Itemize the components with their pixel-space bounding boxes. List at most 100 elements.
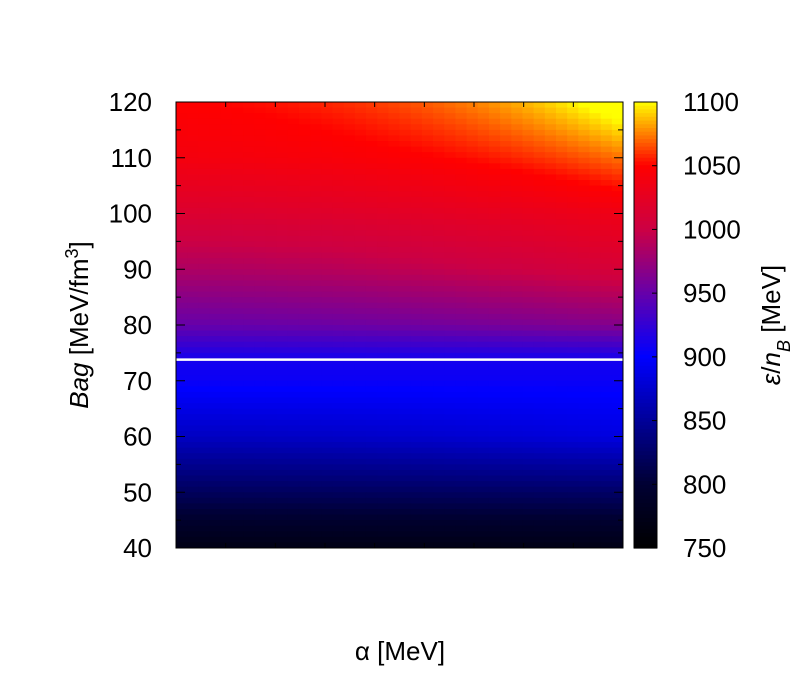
heatmap-cell xyxy=(276,152,289,159)
heatmap-cell xyxy=(455,297,468,304)
heatmap-cell xyxy=(477,436,490,443)
heatmap-cell xyxy=(410,263,423,270)
heatmap-cell xyxy=(332,230,345,237)
heatmap-cell xyxy=(466,531,479,538)
heatmap-cell xyxy=(500,174,512,181)
heatmap-cell xyxy=(488,252,501,259)
heatmap-cell xyxy=(231,531,244,538)
heatmap-cell xyxy=(421,481,434,488)
heatmap-cell xyxy=(287,397,300,404)
heatmap-cell xyxy=(555,414,568,421)
heatmap-cell xyxy=(533,364,546,371)
heatmap-cell xyxy=(365,358,378,365)
heatmap-cell xyxy=(455,235,468,242)
heatmap-cell xyxy=(533,185,546,192)
heatmap-cell xyxy=(265,146,278,153)
heatmap-cell xyxy=(209,481,222,488)
heatmap-cell xyxy=(321,447,334,454)
heatmap-cell xyxy=(231,285,244,293)
heatmap-cell xyxy=(410,213,423,220)
heatmap-cell xyxy=(220,419,233,426)
heatmap-cell xyxy=(466,486,479,493)
heatmap-cell xyxy=(176,174,188,181)
heatmap-cell xyxy=(455,319,468,326)
heatmap-cell xyxy=(533,241,546,248)
heatmap-cell xyxy=(176,157,188,164)
heatmap-cell xyxy=(399,341,412,348)
colorbar-segment xyxy=(634,406,657,412)
heatmap-cell xyxy=(511,403,524,410)
heatmap-cell xyxy=(578,118,591,125)
heatmap-cell xyxy=(522,174,535,181)
heatmap-cell xyxy=(600,302,613,309)
heatmap-cell xyxy=(567,341,579,348)
heatmap-cell xyxy=(600,525,613,532)
heatmap-cell xyxy=(265,102,278,109)
colorbar-segment xyxy=(634,276,657,281)
heatmap-cell xyxy=(298,436,311,443)
heatmap-cell xyxy=(555,347,568,354)
colorbar-segment xyxy=(634,235,657,241)
heatmap-cell xyxy=(220,430,233,438)
heatmap-cell xyxy=(567,386,579,393)
heatmap-cell xyxy=(332,436,345,443)
heatmap-cell xyxy=(399,497,412,504)
heatmap-cell xyxy=(455,308,468,315)
heatmap-cell xyxy=(522,336,535,343)
heatmap-cell xyxy=(455,341,468,348)
heatmap-cell xyxy=(365,475,378,482)
heatmap-cell xyxy=(332,135,345,142)
heatmap-cell xyxy=(176,302,188,309)
heatmap-cell xyxy=(600,141,613,148)
heatmap-cell xyxy=(332,157,345,164)
heatmap-cell xyxy=(310,157,322,164)
heatmap-cell xyxy=(455,129,468,137)
heatmap-cell xyxy=(209,241,222,248)
heatmap-cell xyxy=(276,302,289,309)
heatmap-cell xyxy=(377,386,389,393)
heatmap-cell xyxy=(544,168,557,176)
heatmap-cell xyxy=(544,269,557,276)
heatmap-cell xyxy=(365,397,378,404)
heatmap-cell xyxy=(287,230,300,237)
heatmap-cell xyxy=(298,453,311,460)
heatmap-cell xyxy=(254,291,267,298)
heatmap-cell xyxy=(399,180,412,187)
heatmap-cell xyxy=(287,302,300,309)
heatmap-cell xyxy=(198,520,211,527)
heatmap-cell xyxy=(466,269,479,276)
heatmap-cell xyxy=(410,325,423,332)
heatmap-cell xyxy=(243,107,255,114)
heatmap-cell xyxy=(254,486,267,493)
heatmap-cell xyxy=(533,285,546,293)
heatmap-cell xyxy=(209,414,222,421)
heatmap-cell xyxy=(421,380,434,387)
heatmap-cell xyxy=(511,291,524,298)
heatmap-cell xyxy=(287,219,300,226)
heatmap-cell xyxy=(589,525,602,532)
heatmap-cell xyxy=(578,503,591,510)
heatmap-cell xyxy=(466,453,479,460)
heatmap-cell xyxy=(455,369,468,376)
heatmap-cell xyxy=(176,246,188,254)
heatmap-cell xyxy=(276,364,289,371)
heatmap-cell xyxy=(220,196,233,203)
heatmap-cell xyxy=(433,520,445,527)
heatmap-cell xyxy=(544,129,557,137)
heatmap-cell xyxy=(533,313,546,321)
heatmap-cell xyxy=(176,469,188,477)
heatmap-cell xyxy=(477,152,490,159)
heatmap-cell xyxy=(421,230,434,237)
heatmap-cell xyxy=(209,531,222,538)
heatmap-cell xyxy=(176,280,188,287)
heatmap-cell xyxy=(488,141,501,148)
heatmap-cell xyxy=(600,330,613,337)
heatmap-cell xyxy=(276,107,289,114)
heatmap-cell xyxy=(488,191,501,198)
heatmap-cell xyxy=(276,313,289,321)
heatmap-cell xyxy=(231,542,244,548)
heatmap-cell xyxy=(578,380,591,387)
heatmap-cell xyxy=(555,336,568,343)
heatmap-cell xyxy=(500,486,512,493)
heatmap-cell xyxy=(611,129,623,137)
